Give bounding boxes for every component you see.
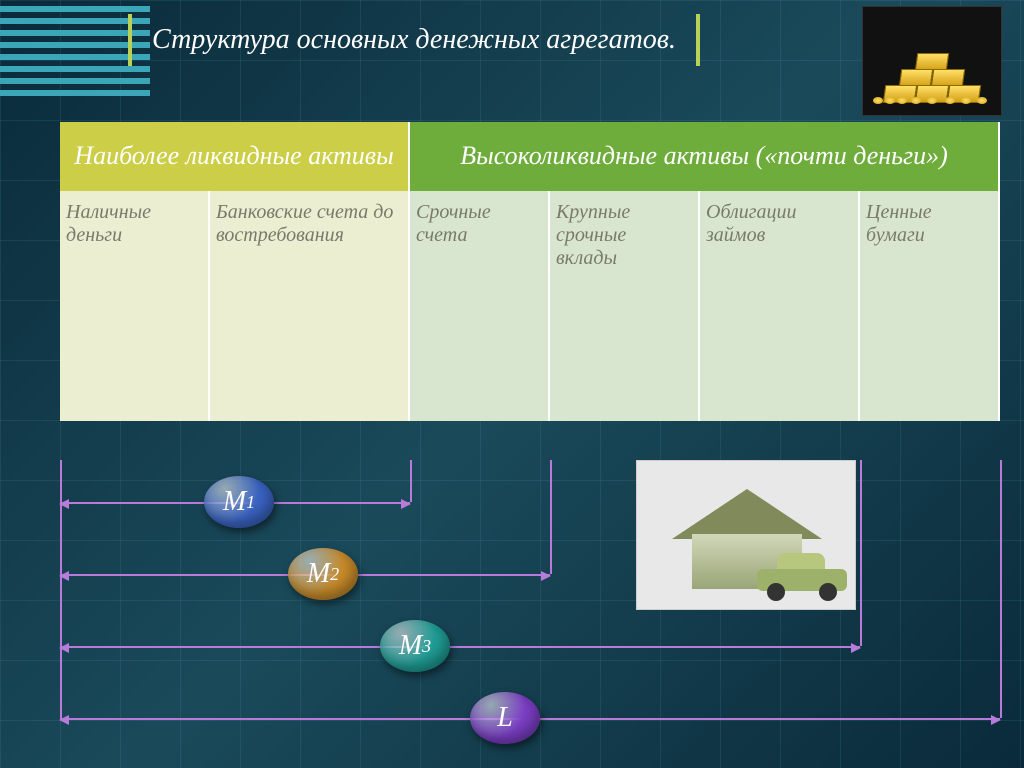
vtick-right-M1 <box>410 460 412 502</box>
column-3: Крупные срочные вклады <box>550 191 700 421</box>
gold-bars-icon <box>862 6 1002 116</box>
table-header-row: Наиболее ликвидные активыВысоколиквидные… <box>60 122 1000 191</box>
column-5: Ценные бумаги <box>860 191 1000 421</box>
header-highliquid: Высоколиквидные активы («почти деньги») <box>410 122 1000 191</box>
column-4: Облигации займов <box>700 191 860 421</box>
column-2: Срочные счета <box>410 191 550 421</box>
table-body-row: Наличные деньгиБанковские счета до востр… <box>60 191 1000 421</box>
column-1: Банковские счета до востребования <box>210 191 410 421</box>
vtick-right-L <box>1000 460 1002 718</box>
money-house-car-icon <box>636 460 856 610</box>
page-title: Структура основных денежных агрегатов. <box>128 14 700 66</box>
header-liquid: Наиболее ликвидные активы <box>60 122 410 191</box>
vtick-right-M2 <box>550 460 552 574</box>
bubble-L: L <box>470 692 540 744</box>
aggregates-table: Наиболее ликвидные активыВысоколиквидные… <box>60 122 1000 421</box>
bubble-M1: M1 <box>204 476 274 528</box>
vtick-right-M3 <box>860 460 862 646</box>
bubble-M3: M3 <box>380 620 450 672</box>
vtick-left-L <box>60 460 62 718</box>
arrow-M3 <box>60 646 860 648</box>
bubble-M2: M2 <box>288 548 358 600</box>
column-0: Наличные деньги <box>60 191 210 421</box>
